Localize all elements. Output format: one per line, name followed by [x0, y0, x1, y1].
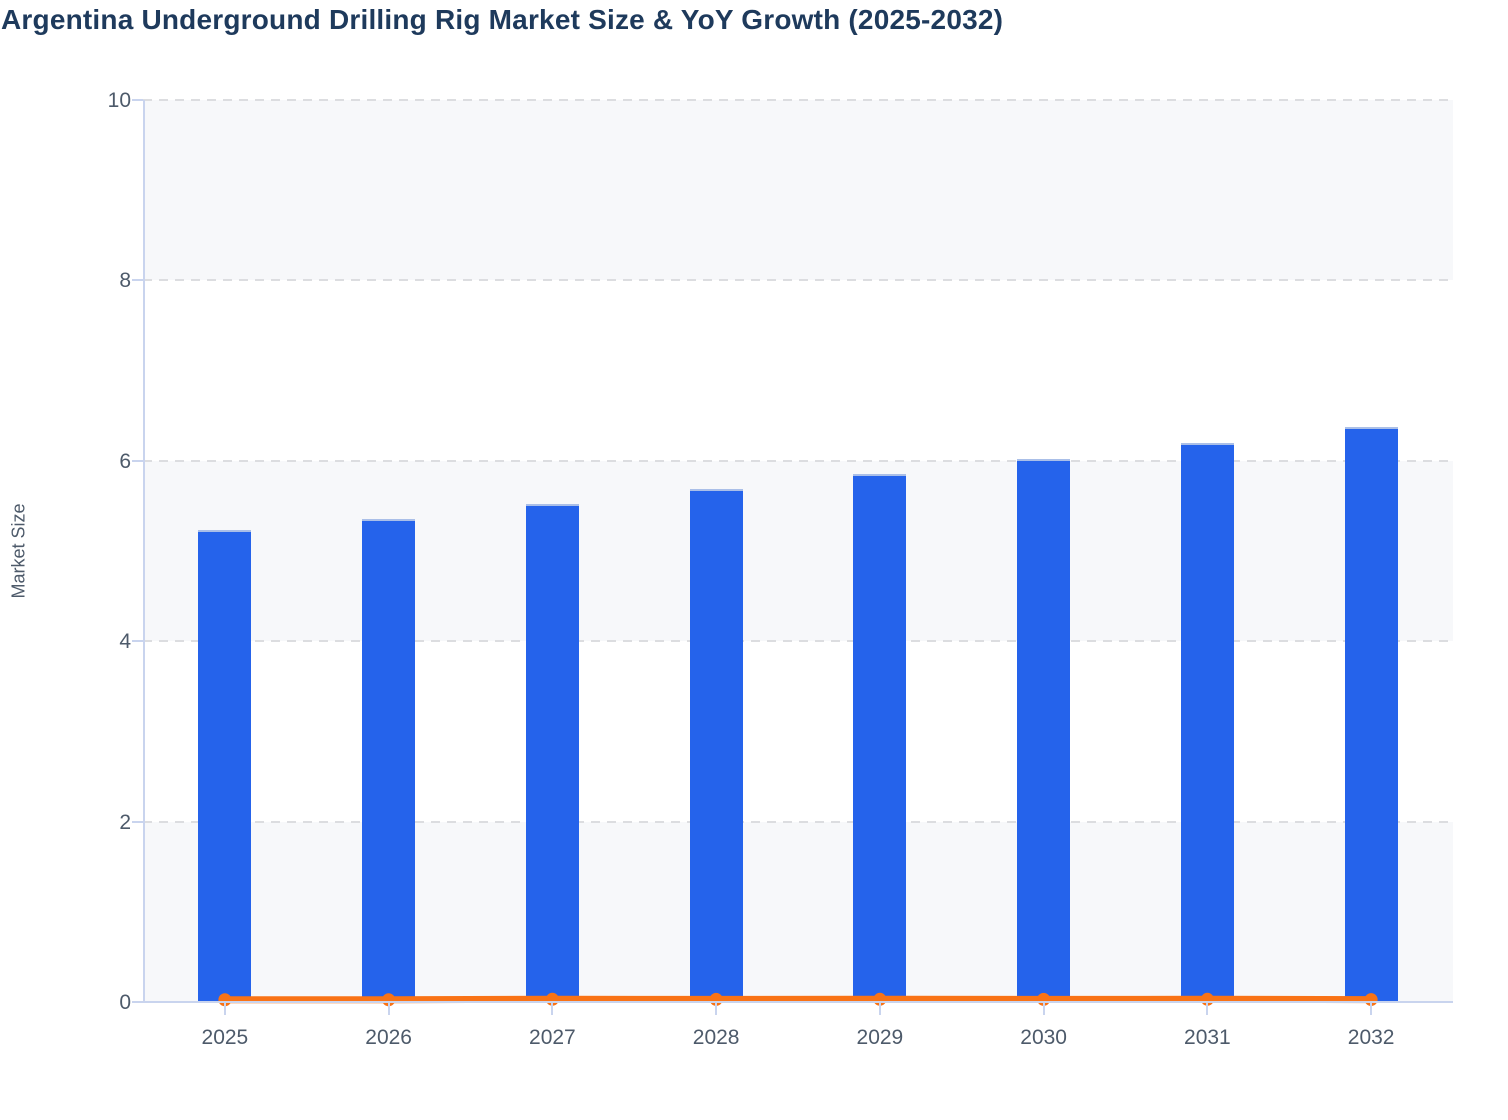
gridline: [143, 640, 1453, 643]
chart-title: Argentina Underground Drilling Rig Marke…: [1, 4, 1004, 35]
bar-2031[interactable]: [1180, 442, 1234, 1002]
x-axis-tick-label: 2032: [1347, 1026, 1395, 1049]
bar-2025[interactable]: [198, 530, 252, 1002]
plot-band: [143, 100, 1453, 281]
x-axis-line: [132, 1001, 1453, 1003]
gridline: [143, 820, 1453, 823]
bar-2030[interactable]: [1017, 458, 1071, 1002]
gridline: [143, 459, 1453, 462]
bar-2032[interactable]: [1344, 427, 1398, 1002]
x-axis-tick-label: 2025: [201, 1026, 249, 1049]
x-axis-tick-label: 2030: [1020, 1026, 1067, 1049]
y-axis-tick-label: 4: [119, 630, 131, 654]
x-axis-tick: [223, 1003, 226, 1015]
x-axis-tick-label: 2028: [692, 1026, 740, 1049]
y-axis-tick: [132, 279, 143, 282]
y-axis-title: Market Size: [8, 503, 29, 599]
x-axis-tick: [715, 1003, 718, 1015]
y-axis-tick-label: 2: [119, 810, 131, 834]
x-axis-tick: [1206, 1003, 1209, 1015]
y-axis-tick: [132, 820, 143, 823]
yoy-growth-line-layer: [218, 992, 1378, 1007]
x-axis-tick: [551, 1003, 554, 1015]
y-axis-tick: [132, 99, 143, 101]
x-axis-tick: [1370, 1003, 1373, 1015]
y-axis-line: [143, 100, 145, 1002]
x-axis-tick-label: 2029: [856, 1026, 904, 1049]
plot-band: [143, 641, 1453, 822]
x-axis-tick: [878, 1003, 881, 1015]
y-axis-tick-label: 8: [119, 269, 131, 293]
plot-band: [143, 460, 1453, 642]
bar-2029[interactable]: [853, 474, 907, 1002]
y-axis-tick: [132, 459, 143, 462]
plot-band: [143, 280, 1453, 461]
bar-2026[interactable]: [362, 518, 416, 1002]
x-axis-tick-label: 2031: [1184, 1026, 1231, 1049]
plot-area: [143, 99, 1453, 1007]
bar-2028[interactable]: [689, 488, 743, 1002]
x-axis-tick-label: 2026: [365, 1026, 412, 1049]
plot-band: [143, 821, 1453, 1002]
bar-2027[interactable]: [525, 504, 579, 1002]
y-axis-tick-label: 10: [107, 89, 131, 112]
gridline: [143, 99, 1453, 101]
y-axis-tick: [132, 640, 143, 643]
x-axis-tick: [1042, 1003, 1045, 1015]
y-axis-tick-label: 0: [119, 991, 131, 1014]
x-axis-tick: [387, 1003, 390, 1015]
y-axis-tick-label: 6: [119, 449, 131, 473]
x-axis-tick-label: 2027: [529, 1026, 576, 1049]
gridline: [143, 279, 1453, 282]
